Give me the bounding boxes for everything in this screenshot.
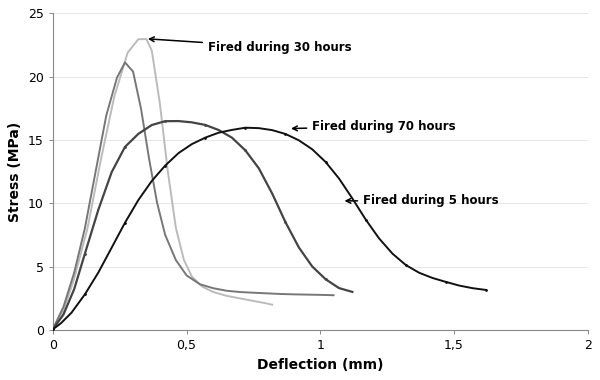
- X-axis label: Deflection (mm): Deflection (mm): [257, 358, 383, 372]
- Text: Fired during 70 hours: Fired during 70 hours: [293, 120, 456, 133]
- Y-axis label: Stress (MPa): Stress (MPa): [8, 122, 22, 222]
- Text: Fired during 30 hours: Fired during 30 hours: [149, 37, 352, 54]
- Text: Fired during 5 hours: Fired during 5 hours: [346, 194, 499, 207]
